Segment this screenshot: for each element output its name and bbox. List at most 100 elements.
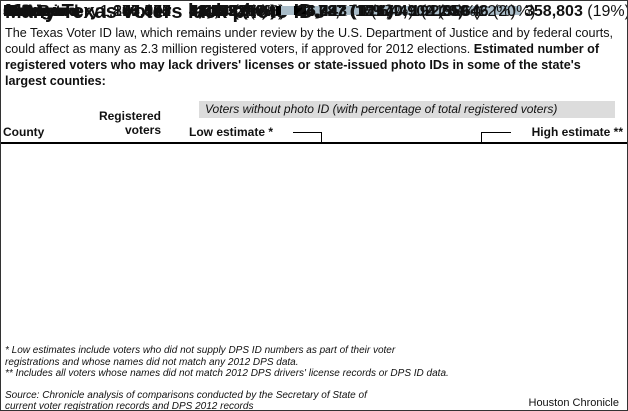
low-label: 6,887 (5%) <box>189 3 267 21</box>
low-value: 6,887 <box>189 3 230 20</box>
high-value: 26,443 <box>298 3 347 20</box>
county: Harris <box>3 3 50 20</box>
credit: Houston Chronicle <box>528 397 620 409</box>
low-value: 5,620 <box>189 3 230 20</box>
low-label: 78,185 (7%) <box>189 3 276 21</box>
row: Montgomery 246,561 5,620 (2%) 24,637 (10%) <box>1 3 627 139</box>
registered: 140,832 <box>113 3 171 20</box>
county: Fort Bend <box>3 3 79 20</box>
high-label: 116,449 (41%) <box>360 3 464 21</box>
registered: 314,895 <box>113 3 171 20</box>
high-value: 24,637 <box>296 3 346 20</box>
registered: 1,103,074 <box>99 3 171 20</box>
high-value: 116,449 <box>359 3 417 20</box>
low-label: 5,620 (2%) <box>189 3 267 21</box>
high-percent: (19%) <box>587 3 628 20</box>
high-percent: (14%) <box>349 3 393 20</box>
bar-low <box>276 6 281 15</box>
low-value: 111,532 <box>189 3 246 20</box>
high-label: 26,443 (15%) <box>298 3 394 21</box>
footnote: * Low estimates include voters who did n… <box>5 345 396 368</box>
registered: 177,097 <box>113 3 171 20</box>
high-percent: (15%) <box>351 3 395 20</box>
high-percent: (20%) <box>492 3 536 20</box>
legend-high: High estimate ** <box>531 125 623 139</box>
high-value: 220,646 <box>430 3 489 20</box>
row: Brazoria 168,520 5,349 (3%) 23,787 (14%) <box>1 3 627 178</box>
low-value: 71,078 <box>189 3 238 20</box>
low-value: 78,185 <box>189 3 238 20</box>
high-label: 220,646 (20%) <box>431 3 536 21</box>
high-percent: (10%) <box>350 3 393 20</box>
county: Dallas <box>3 3 51 20</box>
low-percent: (5%) <box>233 3 268 20</box>
low-value: 48,768 <box>189 3 238 20</box>
county: Montgomery <box>3 3 99 20</box>
low-percent: (2%) <box>233 3 268 20</box>
registered-header: Registered voters <box>98 109 161 137</box>
leader-line <box>321 132 322 144</box>
footnote: ** Includes all voters whose names did n… <box>5 368 449 379</box>
high-value: 24,227 <box>296 3 346 20</box>
registered: 1,881,312 <box>99 3 171 20</box>
low-label: 8,660 (5%) <box>189 3 267 21</box>
low-percent: (8%) <box>242 3 277 20</box>
registered: 168,520 <box>113 3 171 20</box>
low-value: 5,349 <box>189 3 230 20</box>
county: El Paso <box>3 3 61 20</box>
low-percent: (5%) <box>233 3 268 20</box>
rows: Harris 1,881,312 111,532 (6%) 358,803 (19%)… <box>1 1 627 197</box>
low-label: 44,602 (16%) <box>189 3 285 21</box>
leader-line <box>481 132 482 144</box>
low-percent: (7%) <box>242 3 277 20</box>
group-header: Voters without photo ID (with percentage… <box>199 101 615 118</box>
low-label: 111,532 (6%) <box>189 3 283 21</box>
high-label: 24,637 (10%) <box>297 3 393 21</box>
intro: The Texas Voter ID law, which remains un… <box>5 25 617 89</box>
header-rule <box>1 142 627 144</box>
leader-line <box>293 132 321 133</box>
low-value: 44,602 <box>189 3 238 20</box>
high-value: 191,650 <box>410 3 469 20</box>
high-label: 24,227 (17%) <box>297 3 393 21</box>
low-label: 5,349 (3%) <box>189 3 267 21</box>
leader-line <box>481 132 511 133</box>
source: Source: Chronicle analysis of comparison… <box>5 390 367 411</box>
high-label: 358,803 (19%) <box>525 3 628 21</box>
county: Jefferson <box>3 3 76 20</box>
low-percent: (13%) <box>242 3 286 20</box>
legend-low: Low estimate * <box>189 125 274 139</box>
title: Many Texas voters lack photo IDs <box>5 1 325 23</box>
county: Hidalgo <box>3 3 62 20</box>
low-value: 11,325 <box>189 3 238 20</box>
low-percent: (4%) <box>241 3 276 20</box>
registered: 287,061 <box>113 3 171 20</box>
county: Brazoria <box>3 3 68 20</box>
high-percent: (17%) <box>370 3 414 20</box>
high-label: 23,787 (14%) <box>296 3 392 21</box>
intro-text: The Texas Voter ID law, which remains un… <box>5 26 614 56</box>
registered: 863,645 <box>113 3 171 20</box>
low-label: 71,078 (8%) <box>189 3 276 21</box>
footnotes: * Low estimates include voters who did n… <box>5 345 605 380</box>
high-percent: (41%) <box>420 3 464 20</box>
registered: 246,561 <box>113 3 171 20</box>
low-value: 8,660 <box>189 3 230 20</box>
high-value: 358,803 <box>525 3 583 20</box>
high-value: 140,902 <box>376 3 435 20</box>
high-label: 191,650 (22%) <box>411 3 516 21</box>
low-label: 48,768 (13%) <box>189 3 285 21</box>
high-percent: (17%) <box>349 3 393 20</box>
county: Galveston <box>3 3 81 20</box>
registered: 368,425 <box>113 3 171 20</box>
low-percent: (3%) <box>233 3 268 20</box>
high-percent: (22%) <box>473 3 516 20</box>
high-value: 23,787 <box>296 3 346 20</box>
high-percent: (38%) <box>438 3 482 20</box>
low-percent: (16%) <box>242 3 286 20</box>
bar-high <box>276 6 356 15</box>
intro-bold: Estimated number of registered voters wh… <box>5 42 600 88</box>
row: Jefferson 140,832 6,887 (5%) 24,227 (17%) <box>1 3 627 197</box>
county: Bexar <box>3 3 48 20</box>
